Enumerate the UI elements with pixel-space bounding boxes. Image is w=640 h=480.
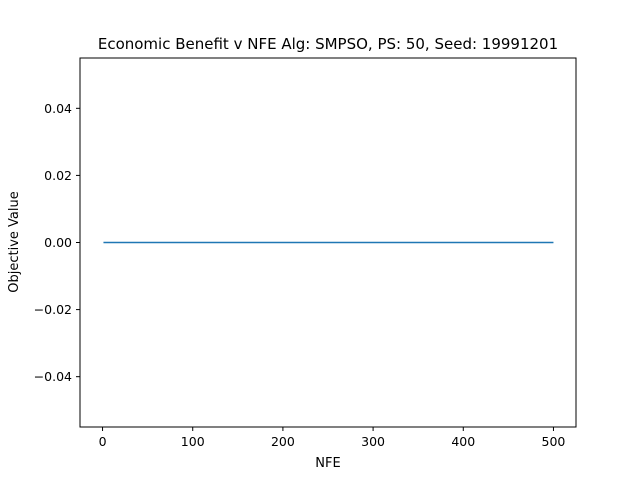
y-axis-label: Objective Value xyxy=(7,191,22,292)
y-tick-label: −0.04 xyxy=(34,369,72,384)
x-tick-label: 100 xyxy=(181,434,205,449)
y-tick-label: 0.00 xyxy=(44,235,72,250)
x-tick-label: 0 xyxy=(99,434,107,449)
y-tick-label: 0.04 xyxy=(44,101,72,116)
y-tick-label: 0.02 xyxy=(44,168,72,183)
x-tick-label: 500 xyxy=(542,434,566,449)
x-tick-label: 300 xyxy=(361,434,385,449)
x-axis-label: NFE xyxy=(315,456,340,471)
x-tick-label: 200 xyxy=(271,434,295,449)
y-tick-label: −0.02 xyxy=(34,302,72,317)
chart-title: Economic Benefit v NFE Alg: SMPSO, PS: 5… xyxy=(98,35,558,53)
x-tick-label: 400 xyxy=(451,434,475,449)
